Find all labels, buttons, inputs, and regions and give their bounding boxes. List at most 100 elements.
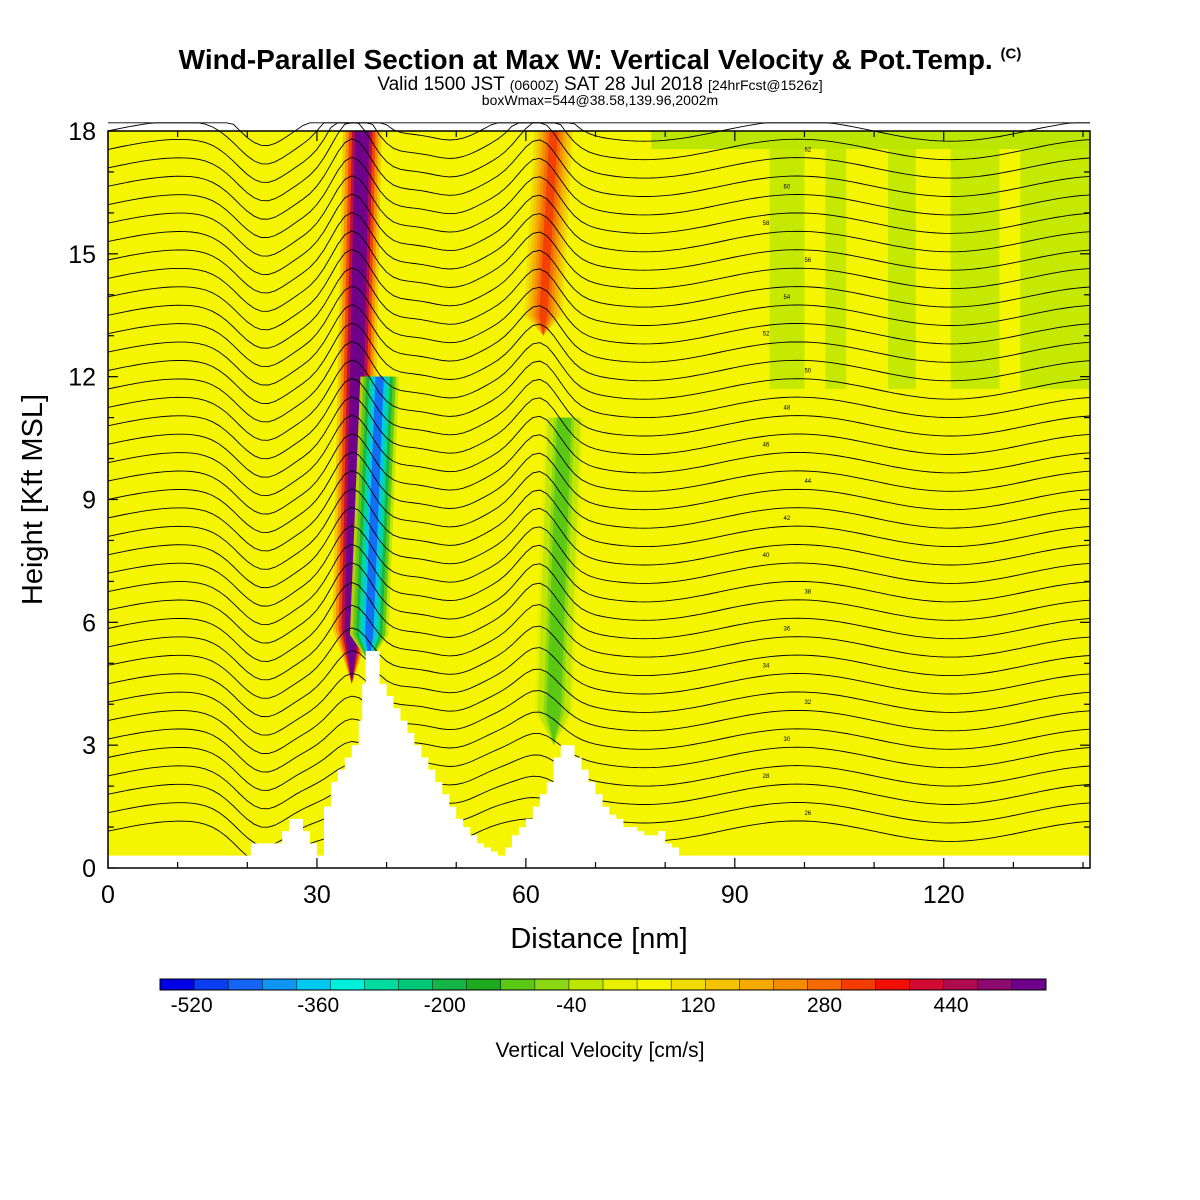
theta-contour bbox=[107, 322, 1091, 404]
colorbar-swatch bbox=[568, 979, 604, 990]
colorbar-swatch bbox=[432, 979, 468, 990]
theta-contour bbox=[107, 581, 1091, 662]
theta-contour bbox=[107, 122, 1091, 183]
valid-time-z: (0600Z) bbox=[509, 77, 559, 93]
colorbar-swatch bbox=[637, 979, 672, 990]
colorbar-swatch bbox=[807, 979, 843, 990]
theta-contour bbox=[107, 341, 1091, 423]
colorbar-swatch bbox=[1011, 979, 1047, 990]
theta-contour-label: 34 bbox=[763, 663, 770, 669]
weak-sink-band bbox=[769, 131, 805, 389]
y-tick-label: 18 bbox=[68, 118, 96, 146]
colorbar-tick-label: -520 bbox=[171, 994, 213, 1017]
x-tick-label: 120 bbox=[923, 881, 965, 909]
theta-contour bbox=[107, 230, 1091, 312]
theta-contour bbox=[107, 506, 1091, 589]
y-axis: 0 36 9 12 15 18 bbox=[68, 118, 1090, 883]
theta-contour-label: 36 bbox=[784, 627, 791, 633]
colorbar-tick-label: -200 bbox=[424, 994, 466, 1017]
colorbar-swatch bbox=[671, 979, 706, 990]
theta-contour bbox=[107, 377, 1091, 460]
colorbar-swatch bbox=[228, 979, 263, 990]
theta-contour-label: 42 bbox=[784, 516, 791, 522]
colorbar-swatch bbox=[466, 979, 502, 990]
theta-contour bbox=[107, 175, 1091, 257]
y-tick-label: 0 bbox=[82, 855, 96, 883]
theta-contour-label: 46 bbox=[763, 442, 770, 448]
colorbar-tick-label: 440 bbox=[934, 994, 969, 1017]
colorbar-tick-label: 120 bbox=[680, 994, 715, 1017]
x-tick-label: 90 bbox=[721, 881, 749, 909]
theta-contour bbox=[107, 267, 1091, 349]
theta-contour bbox=[107, 122, 1090, 165]
colorbar-label: Vertical Velocity [cm/s] bbox=[496, 1039, 705, 1062]
theta-contour-label: 40 bbox=[763, 553, 770, 559]
theta-contour bbox=[107, 754, 1091, 810]
forecast-info: [24hrFcst@1526z] bbox=[708, 77, 823, 93]
colorbar-swatch bbox=[160, 979, 195, 990]
colorbar-swatch bbox=[773, 979, 808, 990]
colorbar-swatch bbox=[194, 979, 229, 990]
theta-contour bbox=[107, 212, 1091, 294]
chart-subtitle: Valid 1500 JST (0600Z) SAT 28 Jul 2018 [… bbox=[0, 74, 1200, 96]
theta-contour-label: 54 bbox=[784, 295, 791, 301]
colorbar: -520 -360 -200 -40 120 280 440 bbox=[159, 978, 1047, 1017]
theta-contour bbox=[107, 122, 1091, 202]
terrain bbox=[108, 651, 1090, 868]
colorbar-swatch bbox=[398, 979, 434, 990]
theta-contour bbox=[107, 359, 1091, 441]
theta-contour bbox=[108, 122, 1090, 146]
theta-contour bbox=[107, 625, 1091, 699]
y-tick-label: 6 bbox=[82, 609, 96, 637]
theta-contour-label: 62 bbox=[804, 147, 811, 153]
theta-contour bbox=[107, 470, 1091, 552]
theta-contour bbox=[107, 138, 1091, 220]
theta-contour-label: 56 bbox=[804, 258, 811, 264]
weak-sink-band bbox=[950, 131, 1000, 389]
theta-contour bbox=[107, 193, 1091, 275]
theta-contour bbox=[107, 711, 1091, 773]
theta-contour bbox=[107, 451, 1091, 533]
updraft-core bbox=[347, 131, 367, 684]
theta-contour bbox=[107, 414, 1091, 497]
chart-title-text: Wind-Parallel Section at Max W: Vertical… bbox=[178, 44, 993, 75]
y-tick-label: 12 bbox=[68, 364, 96, 392]
theta-contour bbox=[107, 525, 1091, 607]
colorbar-tick-label: -40 bbox=[556, 994, 586, 1017]
theta-contour-label: 48 bbox=[784, 405, 791, 411]
weak-sink-band bbox=[825, 131, 847, 389]
theta-contour-label: 60 bbox=[784, 184, 791, 190]
theta-contour bbox=[107, 488, 1091, 570]
theta-contour-label: 28 bbox=[763, 774, 770, 780]
terrain-fill bbox=[108, 651, 1090, 868]
x-axis-label: Distance [nm] bbox=[510, 923, 687, 955]
theta-contour bbox=[107, 396, 1091, 478]
theta-contour-label: 32 bbox=[804, 700, 811, 706]
x-tick-label: 60 bbox=[512, 881, 540, 909]
x-tick-label: 30 bbox=[303, 881, 331, 909]
downdraft-core bbox=[549, 417, 569, 746]
theta-contour bbox=[107, 156, 1091, 239]
valid-time: Valid 1500 JST bbox=[377, 74, 505, 95]
colorbar-swatch bbox=[875, 979, 911, 990]
colorbar-swatch bbox=[909, 979, 945, 990]
plot-background bbox=[108, 131, 1090, 868]
colorbar-swatch bbox=[296, 979, 331, 990]
y-tick-label: 9 bbox=[82, 487, 96, 515]
theta-contour bbox=[107, 248, 1091, 331]
valid-date: SAT 28 Jul 2018 bbox=[564, 74, 703, 95]
theta-contour-label: 58 bbox=[763, 221, 770, 227]
colorbar-tick-label: 280 bbox=[807, 994, 842, 1017]
theta-contour-label: 26 bbox=[804, 811, 811, 817]
theta-contour bbox=[107, 733, 1091, 791]
plot-field bbox=[108, 131, 1090, 868]
colorbar-swatch bbox=[943, 979, 979, 990]
colorbar-tick-label: -360 bbox=[297, 994, 339, 1017]
x-axis: 0 30 60 90 120 bbox=[101, 131, 1084, 909]
theta-contour-label: 30 bbox=[784, 737, 791, 743]
theta-contour bbox=[107, 562, 1091, 644]
y-tick-label: 15 bbox=[68, 241, 96, 269]
updraft-core bbox=[539, 131, 558, 336]
theta-contour bbox=[107, 647, 1091, 718]
